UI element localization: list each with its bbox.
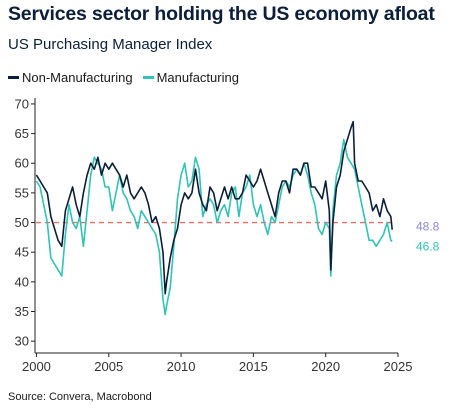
- y-tick-label-35: 35: [15, 304, 29, 319]
- chart-subtitle: US Purchasing Manager Index: [8, 36, 213, 53]
- y-tick-label-30: 30: [15, 334, 29, 349]
- y-tick-label-45: 45: [15, 245, 29, 260]
- x-tick-label-2010: 2010: [167, 359, 196, 374]
- series-line-manufacturing: [35, 138, 393, 316]
- legend-label-manufacturing: Manufacturing: [156, 70, 239, 85]
- y-tick-label-70: 70: [15, 96, 29, 111]
- legend-swatch-non-manufacturing: [8, 76, 19, 79]
- end-label-manufacturing: 46.8: [416, 240, 440, 254]
- y-tick-label-55: 55: [15, 185, 29, 200]
- chart-title: Services sector holding the US economy a…: [8, 3, 435, 25]
- x-tick-label-2020: 2020: [311, 359, 340, 374]
- y-tick-label-65: 65: [15, 126, 29, 141]
- x-tick-label-2015: 2015: [239, 359, 268, 374]
- source-note: Source: Convera, Macrobond: [8, 391, 152, 403]
- series-line-non-manufacturing: [35, 120, 393, 295]
- legend-item-manufacturing: Manufacturing: [142, 70, 239, 85]
- legend-swatch-manufacturing: [142, 76, 154, 79]
- end-label-non-manufacturing: 48.8: [416, 220, 440, 234]
- y-tick-label-60: 60: [15, 156, 29, 171]
- x-tick-label-2025: 2025: [384, 359, 413, 374]
- legend: Non-Manufacturing Manufacturing: [8, 70, 249, 85]
- legend-label-non-manufacturing: Non-Manufacturing: [22, 70, 133, 85]
- x-tick-label-2000: 2000: [22, 359, 51, 374]
- legend-item-non-manufacturing: Non-Manufacturing: [8, 70, 133, 85]
- x-tick-label-2005: 2005: [94, 359, 123, 374]
- y-tick-label-50: 50: [15, 215, 29, 230]
- y-tick-label-40: 40: [15, 274, 29, 289]
